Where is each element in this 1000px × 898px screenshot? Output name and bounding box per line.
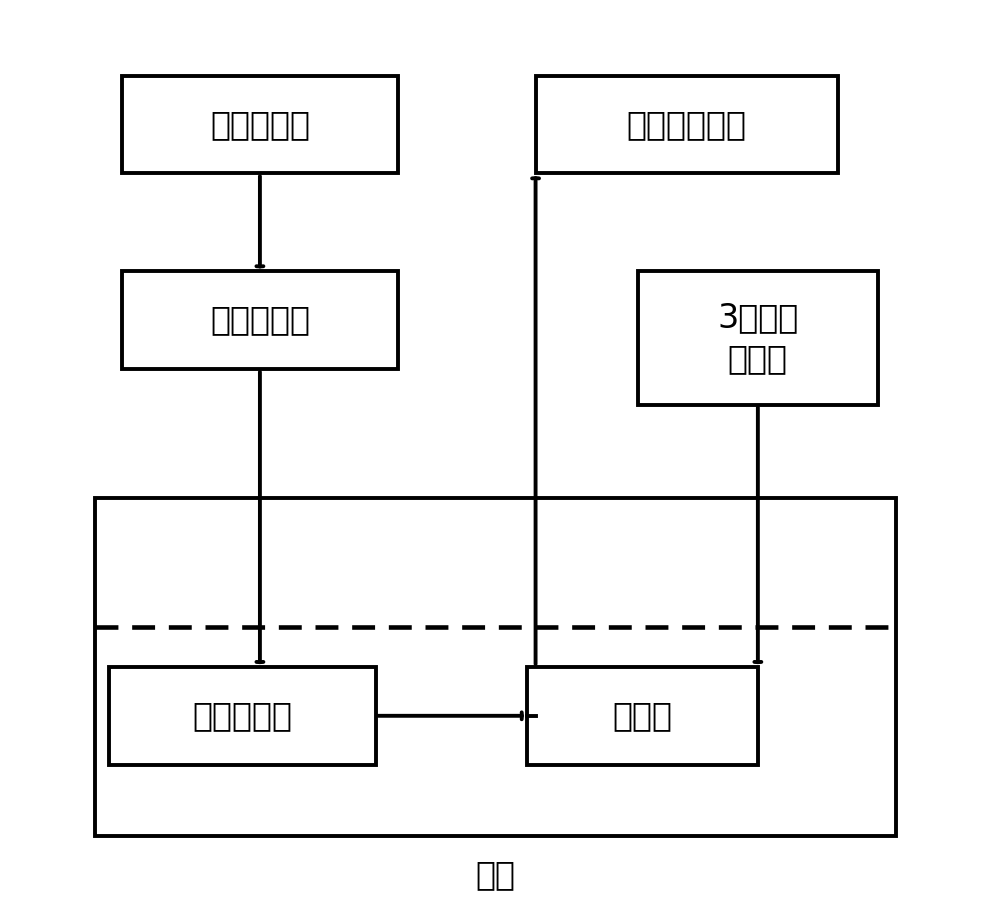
Text: 水听器: 水听器 xyxy=(612,700,672,732)
Bar xyxy=(536,75,838,173)
Bar xyxy=(527,667,758,765)
Text: 信号发生器: 信号发生器 xyxy=(210,108,310,141)
Text: 功率放大器: 功率放大器 xyxy=(210,304,310,337)
Bar xyxy=(109,667,376,765)
Bar xyxy=(95,498,896,836)
Bar xyxy=(122,75,398,173)
Text: 超声传感器: 超声传感器 xyxy=(192,700,292,732)
Bar xyxy=(638,271,878,405)
Text: 示波器或电脑: 示波器或电脑 xyxy=(627,108,747,141)
Bar xyxy=(122,271,398,369)
Text: 水箱: 水箱 xyxy=(476,858,516,891)
Text: 3维移动
控制器: 3维移动 控制器 xyxy=(717,301,798,374)
